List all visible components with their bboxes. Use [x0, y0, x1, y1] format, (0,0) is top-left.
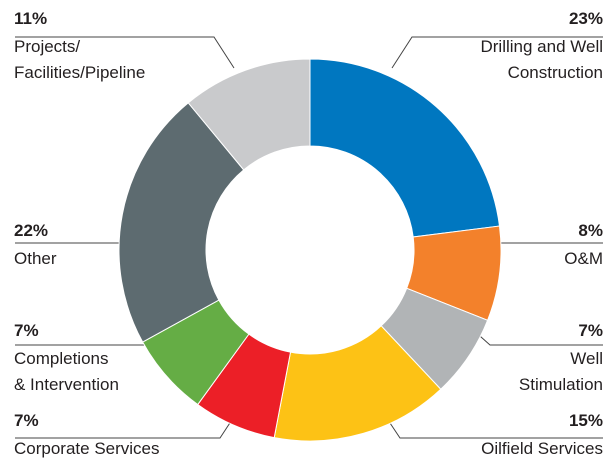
category-label: Completions & Intervention: [14, 349, 119, 394]
category-label: Well Stimulation: [518, 349, 603, 394]
value-label: 8%: [578, 221, 603, 240]
value-label: 15%: [568, 411, 603, 430]
donut-slice: [309, 58, 501, 238]
leader-line: [15, 36, 235, 69]
value-label: 7%: [578, 321, 603, 340]
value-label: 7%: [14, 411, 39, 430]
category-label: O&M: [564, 249, 603, 268]
value-label: 11%: [14, 9, 48, 28]
value-label: 23%: [568, 9, 603, 28]
value-label: 7%: [14, 321, 39, 340]
category-label: Drilling and Well Construction: [480, 37, 603, 82]
category-label: Oilfield Services: [481, 439, 603, 458]
donut-slice: [118, 102, 245, 343]
category-label: Corporate Services: [14, 439, 160, 458]
leader-line: [391, 36, 603, 69]
category-label: Other: [14, 249, 57, 268]
category-label: Projects/ Facilities/Pipeline: [14, 37, 146, 82]
value-label: 22%: [14, 221, 49, 240]
donut-slice: [187, 58, 311, 171]
